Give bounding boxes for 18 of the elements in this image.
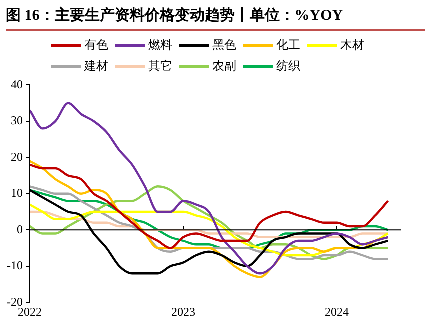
legend-label: 农副 bbox=[212, 58, 236, 75]
legend-label: 建材 bbox=[84, 58, 108, 75]
y-tick-label: 40 bbox=[10, 77, 23, 92]
x-tick-label: 2023 bbox=[172, 304, 196, 319]
legend-label: 化工 bbox=[276, 37, 300, 54]
legend-label: 黑色 bbox=[212, 37, 236, 54]
x-tick-label: 2024 bbox=[325, 304, 350, 319]
y-tick-label: 30 bbox=[10, 114, 23, 128]
chart-title: 图 16：主要生产资料价格变动趋势丨单位：%YOY bbox=[6, 6, 425, 31]
y-tick-label: 0 bbox=[16, 222, 23, 236]
y-tick-label: -10 bbox=[6, 258, 23, 273]
y-tick-label: 20 bbox=[10, 150, 23, 164]
legend-label: 木材 bbox=[340, 37, 364, 54]
legend-label: 其它 bbox=[148, 58, 172, 75]
y-tick-label: 10 bbox=[10, 186, 23, 200]
legend-label: 纺织 bbox=[276, 58, 300, 75]
legend-label: 燃料 bbox=[148, 37, 172, 54]
legend-label: 有色 bbox=[84, 37, 108, 54]
